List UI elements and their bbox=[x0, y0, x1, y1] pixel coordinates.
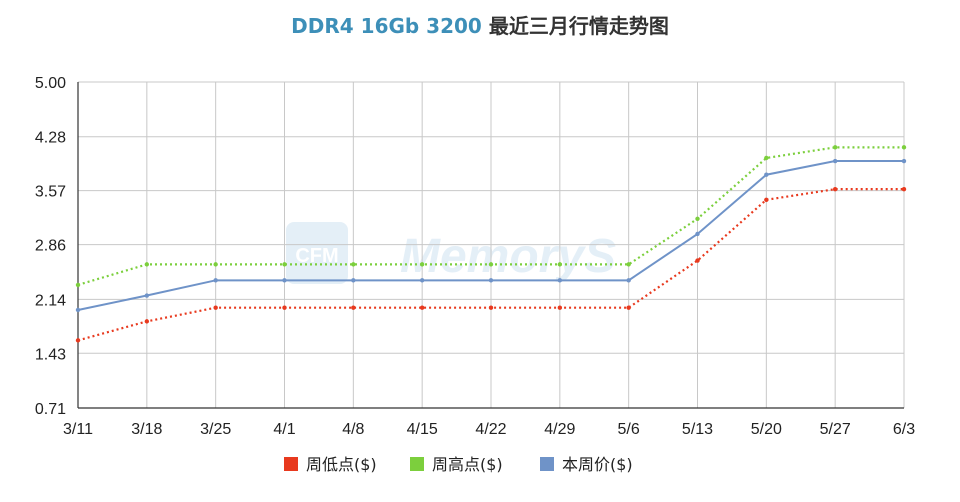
data-point bbox=[75, 338, 81, 343]
data-point bbox=[557, 305, 563, 310]
chart-title: DDR4 16Gb 3200 最近三月行情走势图 bbox=[0, 10, 960, 39]
data-point bbox=[695, 258, 700, 263]
data-point bbox=[901, 158, 907, 164]
y-tick-label: 3.57 bbox=[35, 184, 66, 201]
y-tick-label: 0.71 bbox=[35, 401, 66, 418]
data-point bbox=[75, 282, 81, 288]
data-point bbox=[901, 186, 907, 192]
data-point bbox=[419, 278, 425, 283]
x-tick-label: 4/29 bbox=[544, 421, 575, 438]
watermark-logo-box bbox=[286, 222, 348, 284]
data-point bbox=[282, 278, 287, 283]
data-point bbox=[282, 262, 287, 267]
data-point bbox=[764, 172, 769, 177]
data-point bbox=[488, 262, 494, 267]
data-point bbox=[419, 305, 425, 310]
chart-title-subtitle: 最近三月行情走势图 bbox=[488, 14, 669, 38]
data-point bbox=[626, 262, 631, 267]
data-point bbox=[695, 216, 700, 221]
data-point bbox=[901, 145, 907, 150]
legend-swatch-1 bbox=[284, 457, 298, 471]
data-point bbox=[351, 262, 356, 267]
data-point bbox=[144, 319, 150, 324]
x-tick-label: 5/20 bbox=[751, 421, 782, 438]
data-point bbox=[144, 293, 150, 298]
axis-labels: 5.00 4.28 3.57 2.86 2.14 1.43 0.71 3/11 3/18 3/25… bbox=[35, 75, 915, 438]
data-point bbox=[557, 278, 563, 283]
data-point bbox=[764, 155, 769, 161]
x-tick-label: 5/13 bbox=[682, 421, 713, 438]
y-tick-label: 5.00 bbox=[35, 75, 66, 92]
x-tick-label: 3/11 bbox=[63, 421, 93, 438]
data-point bbox=[75, 307, 81, 313]
data-point bbox=[832, 158, 838, 164]
y-tick-label: 4.28 bbox=[35, 130, 66, 147]
data-point bbox=[144, 262, 150, 267]
data-point bbox=[282, 305, 287, 310]
legend: 周低点($) 周高点($) 本周价($) bbox=[284, 455, 633, 474]
grid bbox=[77, 81, 905, 409]
legend-label-2: 周高点($) bbox=[432, 455, 503, 474]
x-tick-label: 3/25 bbox=[200, 421, 231, 438]
data-point bbox=[832, 145, 838, 150]
data-point bbox=[213, 262, 218, 267]
legend-label-1: 周低点($) bbox=[306, 455, 377, 474]
series-layer bbox=[75, 145, 907, 343]
data-point bbox=[213, 278, 218, 283]
data-point bbox=[626, 305, 631, 310]
y-tick-label: 2.14 bbox=[35, 292, 66, 309]
x-tick-label: 3/18 bbox=[131, 421, 162, 438]
legend-label-3: 本周价($) bbox=[562, 455, 633, 474]
data-point bbox=[488, 278, 494, 283]
x-tick-label: 4/8 bbox=[342, 421, 364, 438]
y-tick-label: 2.86 bbox=[35, 238, 66, 255]
x-tick-label: 5/6 bbox=[618, 421, 640, 438]
data-point bbox=[213, 305, 218, 310]
data-point bbox=[351, 305, 356, 310]
x-tick-label: 4/1 bbox=[273, 421, 295, 438]
x-tick-label: 6/3 bbox=[893, 421, 915, 438]
watermark-logo-text: CFM bbox=[295, 245, 338, 267]
data-point bbox=[626, 278, 631, 283]
watermark: CFM MemoryS bbox=[286, 222, 616, 284]
watermark-text: MemoryS bbox=[400, 230, 616, 283]
y-tick-label: 1.43 bbox=[35, 346, 66, 363]
data-point bbox=[832, 186, 838, 192]
data-point bbox=[764, 197, 769, 202]
legend-swatch-3 bbox=[540, 457, 554, 471]
data-point bbox=[695, 231, 700, 237]
x-tick-label: 5/27 bbox=[820, 421, 851, 438]
chart-title-model: DDR4 16Gb 3200 bbox=[291, 14, 482, 38]
data-point bbox=[351, 278, 356, 283]
legend-swatch-2 bbox=[410, 457, 424, 471]
data-point bbox=[419, 262, 425, 267]
data-point bbox=[488, 305, 494, 310]
data-point bbox=[557, 262, 563, 267]
x-tick-label: 4/22 bbox=[475, 421, 506, 438]
x-tick-label: 4/15 bbox=[407, 421, 438, 438]
